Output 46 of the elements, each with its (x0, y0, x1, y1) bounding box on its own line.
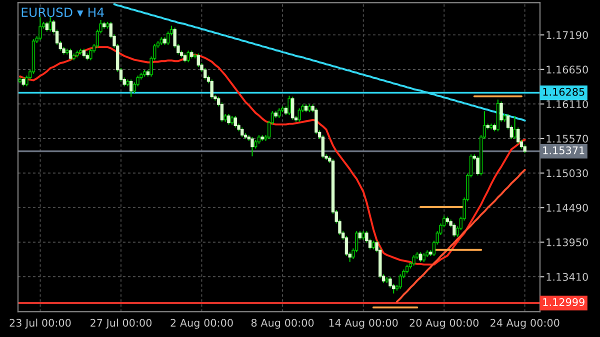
candlestick (210, 78, 214, 100)
candlestick (452, 222, 456, 238)
y-tick-label: 1.13410 (546, 272, 588, 281)
candlestick (513, 115, 516, 140)
candlestick (288, 95, 291, 116)
candlestick (38, 16, 42, 41)
candlestick (298, 108, 301, 122)
candlestick (314, 108, 318, 135)
ref-line-label: 1.16285 (543, 88, 584, 96)
y-tick-label: 1.14490 (546, 204, 588, 212)
y-tick-label: 1.15570 (546, 134, 588, 143)
ref-line-label: 1.15371 (543, 146, 584, 154)
candlestick (398, 274, 402, 290)
ref-line-label: 1.12999 (543, 298, 584, 306)
candlestick (89, 48, 92, 61)
candlestick (291, 96, 294, 120)
x-tick-label: 14 Aug 00:00 (329, 318, 398, 329)
line-series (19, 46, 526, 266)
y-tick-label: 1.13950 (546, 238, 588, 246)
candlestick (68, 48, 72, 61)
candlestick (186, 50, 190, 63)
candlestick (48, 16, 52, 32)
candlestick (321, 134, 325, 159)
y-tick-label: 1.16110 (546, 100, 588, 108)
y-tick-label: 1.17190 (546, 31, 588, 39)
y-tick-label: 1.15030 (546, 169, 588, 178)
candlestick (418, 252, 422, 262)
candlestick (412, 254, 416, 266)
candlestick (204, 67, 207, 80)
chart-title: EURUSD ▾ H4 (22, 8, 104, 18)
y-tick-label: 1.16650 (546, 66, 588, 74)
x-tick-label: 24 Aug 00:00 (490, 318, 560, 329)
x-tick-label: 2 Aug 00:00 (170, 318, 233, 329)
x-tick-label: 20 Aug 00:00 (410, 318, 479, 329)
x-tick-label: 23 Jul 00:00 (10, 318, 71, 329)
candlestick (278, 108, 281, 118)
candlestick (234, 115, 238, 128)
candlestick (45, 21, 49, 32)
line-series (396, 168, 526, 303)
candlestick (227, 113, 230, 126)
candlestick (196, 53, 200, 68)
candlestick (240, 126, 244, 138)
x-tick-label: 27 Jul 00:00 (90, 318, 152, 329)
x-tick-label: 8 Aug 00:00 (251, 318, 314, 329)
candlestick (250, 136, 254, 157)
candlestick (129, 78, 133, 98)
